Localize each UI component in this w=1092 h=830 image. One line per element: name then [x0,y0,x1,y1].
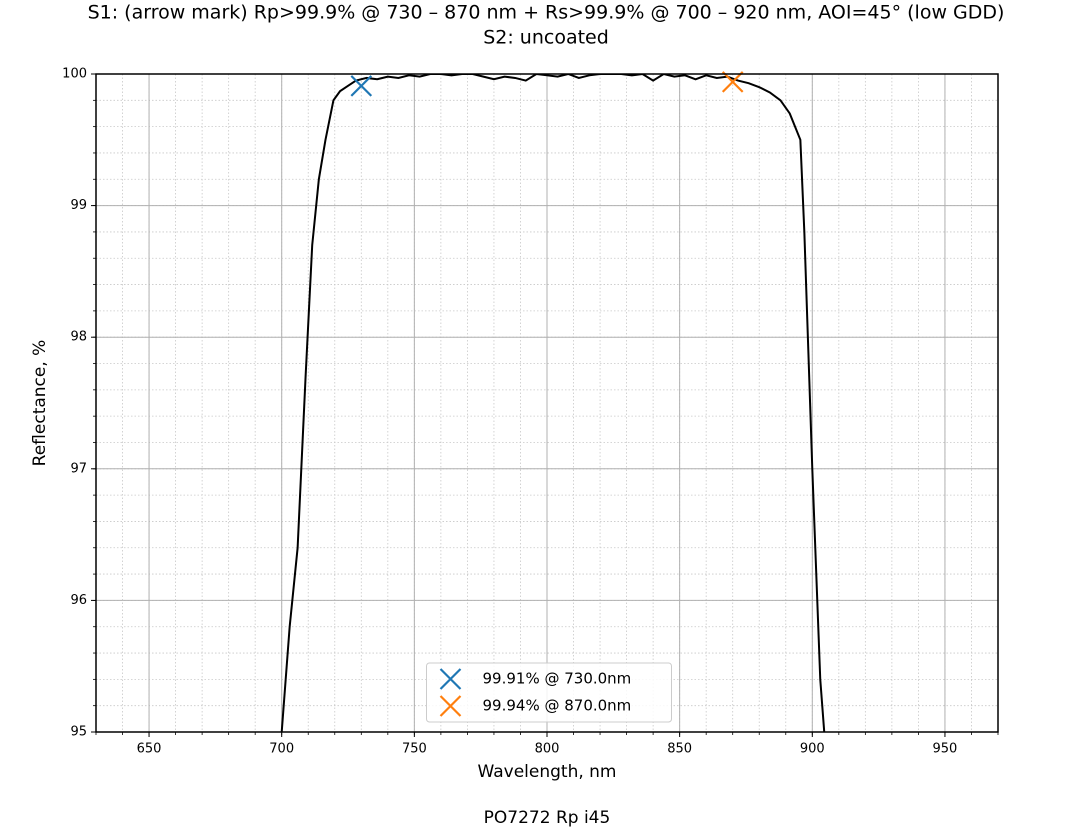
x-tick-label: 850 [667,742,692,757]
x-tick-label: 750 [402,742,427,757]
x-marker [350,75,373,97]
plot-frame [95,73,999,733]
y-tick-label: 96 [70,593,87,608]
legend-label: 99.91% @ 730.0nm [483,670,632,688]
y-tick-label: 100 [62,67,87,82]
chart-title: S1: (arrow mark) Rp>99.9% @ 730 – 870 nm… [88,2,1005,24]
y-tick-label: 97 [70,461,87,476]
footer: PO7272 Rp i45 [484,808,611,828]
legend-swatch [439,695,462,717]
data-line [280,74,826,732]
x-tick-label: 650 [137,742,162,757]
x-tick-label: 700 [269,742,294,757]
chart-subtitle: S2: uncoated [483,27,609,49]
x-tick-label: 800 [535,742,560,757]
plot-area [280,74,826,732]
legend: 99.91% @ 730.0nm 99.94% @ 870.0nm [426,662,672,723]
legend-box [426,662,672,723]
x-marker [721,71,744,93]
legend-swatch [439,668,462,690]
y-axis-label: Reflectance, % [30,340,50,467]
y-tick-label: 95 [70,725,87,740]
legend-label: 99.94% @ 870.0nm [483,697,632,715]
x-axis-label: Wavelength, nm [478,762,617,782]
y-tick-label: 98 [70,330,87,345]
y-tick-label: 99 [70,198,87,213]
x-tick-label: 900 [800,742,825,757]
x-tick-label: 950 [933,742,958,757]
